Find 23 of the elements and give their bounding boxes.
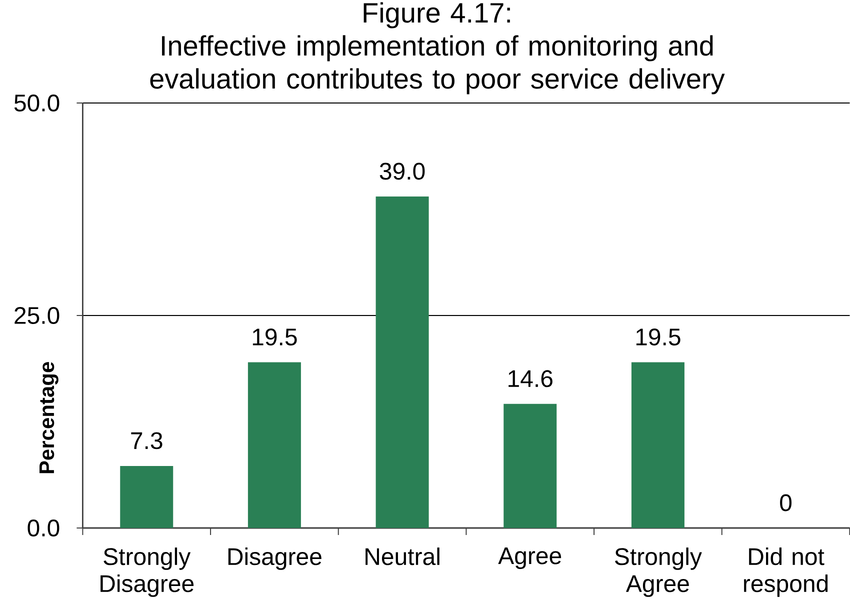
x-tick-label: Disagree: [228, 548, 322, 570]
x-tick-label: Strongly Agree: [615, 548, 702, 597]
bar: [248, 362, 301, 528]
bar: [376, 196, 429, 528]
chart-title: Figure 4.17:: [364, 2, 510, 28]
chart-subtitle: Ineffective implementation of monitoring and evaluation contributes to poor service delivery: [150, 35, 725, 94]
data-label: 19.5: [636, 328, 680, 346]
x-tick-label: Neutral: [366, 548, 440, 566]
data-label: 7.3: [131, 432, 162, 450]
data-label: 39.0: [380, 162, 425, 180]
bar: [120, 466, 174, 528]
data-label: 19.5: [252, 328, 297, 346]
x-tick-label: Did not respond: [744, 548, 828, 597]
y-tick-label: 0.0: [28, 520, 60, 536]
data-label: 0: [780, 494, 792, 512]
x-tick-label: Strongly Disagree: [100, 548, 194, 597]
y-axis-title: Percentage: [40, 362, 58, 474]
y-tick-label: 50.0: [14, 94, 60, 112]
bar: [504, 404, 557, 528]
data-label: 14.6: [508, 370, 552, 388]
x-tick-label: Agree: [498, 548, 562, 570]
y-tick-label: 25.0: [14, 307, 60, 324]
bar: [631, 362, 684, 528]
